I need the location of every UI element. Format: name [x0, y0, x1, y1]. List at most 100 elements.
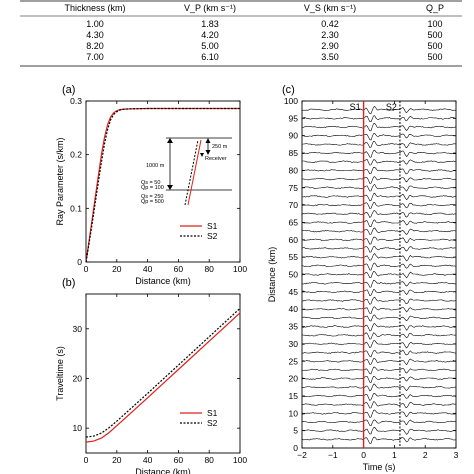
panel-a-ray-parameter: 0 20 40 60 80 100 0 0.1 0.2 0.3 Distance (km) Ray P… [55, 96, 247, 286]
x-tick-label: 60 [174, 455, 184, 465]
x-tick-label: 2 [423, 450, 428, 460]
series-line-s2 [85, 307, 241, 438]
y-tick-label: 70 [289, 200, 299, 210]
seismogram-trace [301, 358, 457, 366]
inset-label-1000m: 1000 m [146, 163, 165, 169]
y-tick-label: 25 [289, 356, 299, 366]
seismogram-trace [301, 340, 457, 349]
plot-frame [85, 293, 241, 454]
seismogram-trace [301, 409, 457, 418]
x-tick-label: 20 [112, 455, 122, 465]
x-axis-label: Time (s) [363, 462, 396, 472]
seismogram-trace [301, 149, 457, 158]
inset-label-qp-upper: Qp = 100 [141, 185, 164, 191]
inset-label-250m: 250 m [212, 144, 228, 150]
x-tick-label: 40 [143, 455, 153, 465]
y-tick-label: 50 [289, 270, 299, 280]
table-cell-r2-c2: 2.90 [321, 41, 339, 51]
table-cell-r2-c3: 500 [427, 41, 442, 51]
table-header-3: Q_P [426, 3, 444, 13]
seismogram-trace [301, 123, 457, 132]
x-tick-label: −2 [297, 450, 307, 460]
y-tick-label: 95 [289, 113, 299, 123]
seismogram-trace [301, 167, 456, 175]
seismogram-trace [301, 210, 456, 218]
seismogram-trace [301, 192, 457, 202]
series-line-s1 [85, 107, 240, 263]
plot-frame [85, 100, 241, 263]
seismogram-trace [301, 253, 457, 262]
x-tick-label: 80 [204, 264, 214, 274]
series-line-s2 [85, 107, 240, 263]
y-tick-label: 60 [289, 235, 299, 245]
y-tick-label: 90 [289, 131, 299, 141]
seismogram-trace [302, 202, 457, 209]
seismogram-trace [301, 366, 457, 375]
panel-label-b: (b) [62, 277, 75, 289]
table-header-0: Thickness (km) [64, 3, 125, 13]
x-tick-label: −1 [328, 450, 338, 460]
y-tick-label: 0 [293, 443, 298, 453]
x-tick-label: 0 [84, 264, 89, 274]
inset-ray-s2 [184, 139, 199, 206]
y-tick-label: 35 [289, 322, 299, 332]
phase-marker-label-s2: S2 [386, 102, 397, 112]
y-axis-label: Ray Parameter (s/km) [55, 137, 65, 225]
panel-b-traveltime: 0 20 40 60 80 100 10 20 30 Distance (km) Traveltim… [55, 293, 247, 474]
table-cell-r1-c1: 4.20 [201, 30, 219, 40]
seismogram-trace [301, 262, 457, 271]
x-tick-label: 0 [84, 455, 89, 465]
y-tick-label: 0 [77, 257, 82, 267]
x-tick-label: 40 [143, 264, 153, 274]
seismogram-trace [301, 393, 457, 401]
y-tick-label: 20 [289, 374, 299, 384]
y-tick-label: 30 [73, 324, 83, 334]
y-tick-label: 65 [289, 217, 299, 227]
phase-marker-label-s1: S1 [350, 102, 361, 112]
seismogram-trace [301, 227, 457, 236]
table-cell-r1-c3: 500 [427, 30, 442, 40]
seismogram-traces [301, 105, 457, 444]
seismogram-trace [301, 314, 457, 322]
seismogram-trace [301, 306, 457, 314]
seismogram-trace [302, 183, 457, 192]
seismogram-trace [301, 279, 457, 288]
y-tick-label: 10 [73, 423, 83, 433]
x-tick-label: 0 [361, 450, 366, 460]
y-tick-label: 40 [289, 304, 299, 314]
seismogram-trace [302, 159, 457, 166]
y-tick-label: 85 [289, 148, 299, 158]
panel-c-seismograms: −2 −1 0 1 2 305101520253035404550556065707580… [267, 96, 459, 472]
y-axis-label: Traveltime (s) [55, 346, 65, 401]
seismogram-trace [301, 176, 457, 184]
table-cell-r1-c2: 2.30 [321, 30, 339, 40]
seismogram-trace [301, 246, 457, 253]
panel-label-c: (c) [282, 84, 295, 96]
y-tick-label: 75 [289, 183, 299, 193]
panel-label-a: (a) [62, 84, 75, 96]
seismogram-trace [301, 296, 457, 305]
seismogram-trace [301, 375, 457, 383]
seismogram-trace [301, 419, 457, 427]
seismogram-trace [301, 140, 457, 149]
x-tick-label: 80 [204, 455, 214, 465]
table-cell-r0-c0: 1.00 [86, 19, 104, 29]
seismogram-trace [301, 115, 457, 123]
table-cell-r0-c2: 0.42 [321, 19, 339, 29]
legend-label-s2: S2 [207, 231, 218, 241]
inset-label-qp-lower: Qp = 500 [141, 199, 164, 205]
table-header-2: V_S (km s⁻¹) [304, 3, 356, 13]
seismogram-trace [301, 332, 457, 340]
seismogram-trace [301, 426, 457, 435]
x-tick-label: 20 [112, 264, 122, 274]
inset-250m-arrowheads [205, 138, 211, 155]
y-tick-label: 0.2 [70, 150, 82, 160]
table-cell-r1-c0: 4.30 [86, 30, 104, 40]
y-axis-label: Distance (km) [267, 247, 277, 303]
table-cell-r0-c1: 1.83 [201, 19, 219, 29]
seismogram-trace [301, 323, 457, 332]
x-tick-label: 100 [233, 455, 247, 465]
table-cell-r3-c1: 6.10 [201, 52, 219, 62]
x-tick-label: 100 [233, 264, 247, 274]
